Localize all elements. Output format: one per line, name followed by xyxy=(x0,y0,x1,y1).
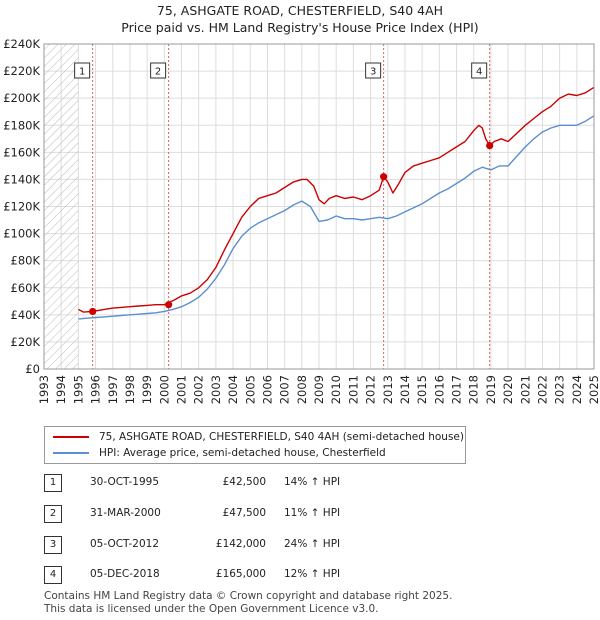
sale-date: 05-DEC-2018 xyxy=(90,568,160,580)
x-tick-label: 1993 xyxy=(37,375,51,404)
x-tick-label: 2006 xyxy=(260,375,274,404)
x-tick-label: 2007 xyxy=(278,375,292,404)
sale-number: 2 xyxy=(44,505,62,523)
sale-price: £165,000 xyxy=(215,568,266,580)
x-tick-label: 2020 xyxy=(501,375,515,404)
x-tick-label: 2019 xyxy=(484,375,498,404)
x-tick-label: 2012 xyxy=(364,375,378,404)
sale-point xyxy=(486,141,494,150)
y-tick-label: £160K xyxy=(3,145,40,159)
x-tick-label: 1996 xyxy=(89,375,103,404)
sale-date: 05-OCT-2012 xyxy=(90,538,159,550)
legend-swatch-hpi xyxy=(53,452,89,454)
x-tick-label: 2005 xyxy=(243,375,257,404)
sale-price: £47,500 xyxy=(222,507,266,519)
sale-point xyxy=(89,307,97,316)
x-tick-label: 1998 xyxy=(123,375,137,404)
sale-date: 31-MAR-2000 xyxy=(90,507,161,519)
hpi-line xyxy=(78,115,595,320)
x-tick-label: 2016 xyxy=(432,375,446,404)
x-tick-label: 2003 xyxy=(209,375,223,404)
sale-price: £142,000 xyxy=(215,538,266,550)
y-tick-label: £100K xyxy=(3,227,40,241)
sale-marker-box xyxy=(471,62,488,79)
y-tick-label: £20K xyxy=(11,335,41,349)
y-tick-label: £80K xyxy=(11,254,41,268)
x-tick-label: 2014 xyxy=(398,375,412,404)
x-tick-label: 2017 xyxy=(450,375,464,404)
y-tick-label: £180K xyxy=(3,118,40,132)
chart-subtitle: Price paid vs. HM Land Registry's House … xyxy=(121,20,479,35)
sale-point xyxy=(380,173,388,181)
sale-marker-box xyxy=(150,62,167,79)
y-tick-label: £140K xyxy=(3,172,40,186)
sale-price: £42,500 xyxy=(222,476,266,488)
sale-hpi-change: 11% ↑ HPI xyxy=(284,507,341,519)
x-tick-label: 2021 xyxy=(518,375,532,404)
plot-frame xyxy=(43,43,595,370)
x-tick-label: 2018 xyxy=(467,375,481,404)
x-tick-label: 1997 xyxy=(106,375,120,404)
x-tick-label: 2004 xyxy=(226,375,240,404)
sale-hpi-change: 12% ↑ HPI xyxy=(284,568,341,580)
x-tick-label: 1995 xyxy=(71,375,85,404)
x-tick-label: 2009 xyxy=(312,375,326,404)
x-tick-label: 2022 xyxy=(535,375,549,404)
x-tick-label: 2002 xyxy=(192,375,206,404)
sale-hpi-change: 24% ↑ HPI xyxy=(284,538,341,550)
sale-number: 4 xyxy=(44,566,62,584)
no-data-hatch xyxy=(44,44,79,369)
y-tick-label: £120K xyxy=(3,200,40,214)
sale-number: 3 xyxy=(44,536,62,554)
sale-marker-box xyxy=(74,62,91,79)
y-tick-label: £200K xyxy=(3,91,40,105)
y-tick-label: £220K xyxy=(3,64,40,78)
sale-point xyxy=(165,301,173,309)
legend-label-hpi: HPI: Average price, semi-detached house,… xyxy=(99,447,386,459)
x-tick-label: 2001 xyxy=(175,375,189,404)
legend-swatch-property xyxy=(53,436,89,438)
sale-date: 30-OCT-1995 xyxy=(90,476,159,488)
sale-marker-label: 3 xyxy=(370,67,376,78)
y-tick-label: £40K xyxy=(11,308,41,322)
footer-copyright: Contains HM Land Registry data © Crown c… xyxy=(44,590,453,602)
sale-marker-label: 1 xyxy=(79,67,85,78)
x-tick-label: 1994 xyxy=(54,375,68,404)
sale-marker-label: 2 xyxy=(155,67,161,78)
price-chart: 1 2 3 4 £0 £20K £40K £60K £80K £100K £120K £140K £1… xyxy=(3,37,600,404)
sale-hpi-change: 14% ↑ HPI xyxy=(284,476,341,488)
x-tick-label: 2011 xyxy=(346,375,360,404)
sale-marker-box xyxy=(365,62,382,79)
y-tick-label: £240K xyxy=(3,37,40,51)
footer-licence: This data is licensed under the Open Gov… xyxy=(44,603,379,615)
legend-item-property: 75, ASHGATE ROAD, CHESTERFIELD, S40 4AH … xyxy=(53,429,464,445)
x-tick-label: 2023 xyxy=(553,375,567,404)
chart-title: 75, ASHGATE ROAD, CHESTERFIELD, S40 4AH xyxy=(156,3,444,18)
sale-number: 1 xyxy=(44,474,62,492)
x-tick-label: 2000 xyxy=(157,375,171,404)
x-tick-label: 2013 xyxy=(381,375,395,404)
x-tick-label: 2015 xyxy=(415,375,429,404)
sale-marker-label: 4 xyxy=(476,67,482,78)
x-tick-label: 1999 xyxy=(140,375,154,404)
x-tick-label: 2025 xyxy=(587,375,600,404)
legend-item-hpi: HPI: Average price, semi-detached house,… xyxy=(53,445,386,461)
legend-label-property: 75, ASHGATE ROAD, CHESTERFIELD, S40 4AH … xyxy=(99,431,464,443)
y-tick-label: £0 xyxy=(25,362,40,376)
x-tick-label: 2008 xyxy=(295,375,309,404)
y-tick-label: £60K xyxy=(11,281,41,295)
x-tick-label: 2024 xyxy=(570,375,584,404)
chart-legend: 75, ASHGATE ROAD, CHESTERFIELD, S40 4AH … xyxy=(44,426,466,464)
x-tick-label: 2010 xyxy=(329,375,343,404)
